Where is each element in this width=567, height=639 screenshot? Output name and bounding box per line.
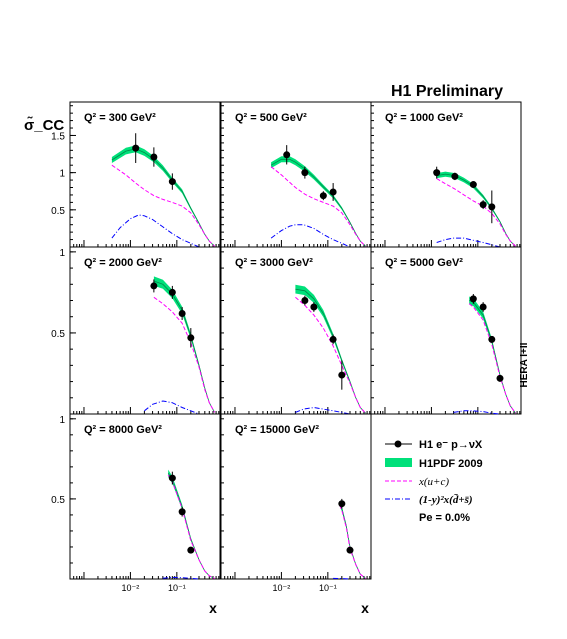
data-point xyxy=(488,335,496,343)
dbar-curve xyxy=(162,576,200,580)
q2-label: Q² = 1000 GeV² xyxy=(385,112,463,124)
x-tick-label: 10⁻² xyxy=(273,583,291,593)
uc-curve xyxy=(167,474,215,579)
data-point xyxy=(178,309,186,317)
y-tick-label: 1 xyxy=(59,248,65,259)
panel: Q² = 5000 GeV² xyxy=(370,246,522,415)
dbar-curve xyxy=(270,224,351,248)
data-point xyxy=(301,169,309,177)
x-tick-label: 10⁻² xyxy=(122,583,140,593)
pdf-band xyxy=(111,145,215,247)
data-point xyxy=(168,178,176,186)
legend-data-marker xyxy=(394,440,402,448)
y-axis-label: σ̃_CC xyxy=(24,116,64,134)
data-point xyxy=(479,303,487,311)
data-point xyxy=(469,295,477,303)
y-tick-label: 1 xyxy=(59,415,65,426)
data-point xyxy=(168,288,176,296)
data-point xyxy=(346,546,354,554)
data-point xyxy=(178,508,186,516)
data-point xyxy=(301,297,309,305)
q2-label: Q² = 2000 GeV² xyxy=(84,257,162,269)
data-point xyxy=(451,172,459,180)
x-tick-label: 10⁻¹ xyxy=(168,583,186,593)
y-tick-label: 0.5 xyxy=(51,495,65,506)
dbar-curve xyxy=(295,406,351,415)
data-point xyxy=(496,374,504,382)
q2-label: Q² = 15000 GeV² xyxy=(235,424,319,436)
data-point xyxy=(338,500,346,508)
data-point xyxy=(150,282,158,290)
q2-label: Q² = 300 GeV² xyxy=(84,112,156,124)
panel: 0.5 1 1.5 Q² = 300 GeV² xyxy=(51,101,221,248)
y-tick-label: 0.5 xyxy=(51,329,65,340)
legend-band-swatch xyxy=(385,458,412,467)
legend-data-label: H1 e⁻ p→νX xyxy=(419,439,483,451)
legend-band-label: H1PDF 2009 xyxy=(419,458,483,470)
data-point xyxy=(283,151,291,159)
dbar-curve xyxy=(333,577,351,580)
data-point xyxy=(168,474,176,482)
legend-uc-label: x(u+c) xyxy=(418,476,449,488)
q2-label: Q² = 8000 GeV² xyxy=(84,424,162,436)
x-axis-label-col2: x xyxy=(361,600,369,616)
panel-frame xyxy=(220,413,372,580)
polarisation-label: Pe = 0.0% xyxy=(419,512,470,524)
dbar-curve xyxy=(453,410,501,415)
data-point xyxy=(187,546,195,554)
panel-frame xyxy=(69,413,221,580)
data-point xyxy=(310,303,318,311)
data-point xyxy=(319,192,327,200)
legend: H1 e⁻ p→νX H1PDF 2009 x(u+c) (1-y)²x(d̄+… xyxy=(385,439,483,524)
side-label: HERA I+II xyxy=(519,342,530,387)
uc-curve xyxy=(153,296,216,413)
q2-label: Q² = 5000 GeV² xyxy=(385,257,463,269)
legend-dbar-label: (1-y)²x(d̄+s̄) xyxy=(419,494,473,506)
y-tick-label: 0.5 xyxy=(51,206,65,217)
x-axis-label-col1: x xyxy=(209,600,217,616)
data-point xyxy=(329,188,337,196)
data-point xyxy=(150,153,158,161)
uc-curve xyxy=(270,166,366,247)
dbar-curve xyxy=(436,237,501,248)
q2-label: Q² = 3000 GeV² xyxy=(235,257,313,269)
q2-label: Q² = 500 GeV² xyxy=(235,112,307,124)
uc-curve xyxy=(468,303,517,414)
data-point xyxy=(479,201,487,209)
data-point xyxy=(187,334,195,342)
uc-curve xyxy=(295,296,366,414)
panel-frame xyxy=(370,246,522,415)
data-point xyxy=(329,335,337,343)
data-point xyxy=(338,371,346,379)
data-point xyxy=(433,169,441,177)
data-point xyxy=(132,144,140,152)
dbar-curve xyxy=(111,214,200,248)
panel: 10⁻² 10⁻¹ Q² = 15000 GeV² xyxy=(220,413,372,593)
panel-grid: 0.5 1 1.5 Q² = 300 GeV² Q² = 500 GeV² Q² = 10… xyxy=(51,101,522,593)
data-point xyxy=(488,203,496,211)
x-tick-label: 10⁻¹ xyxy=(319,583,337,593)
y-tick-label: 1.5 xyxy=(51,131,65,142)
panel: 0.5 1 10⁻² 10⁻¹ Q² = 8000 GeV² xyxy=(51,413,221,593)
uc-curve xyxy=(436,178,516,247)
dbar-curve xyxy=(144,400,200,415)
y-tick-label: 1 xyxy=(59,169,65,180)
pdf-central-line xyxy=(295,288,366,414)
data-point xyxy=(469,181,477,189)
chart-title: H1 Preliminary xyxy=(391,83,503,100)
